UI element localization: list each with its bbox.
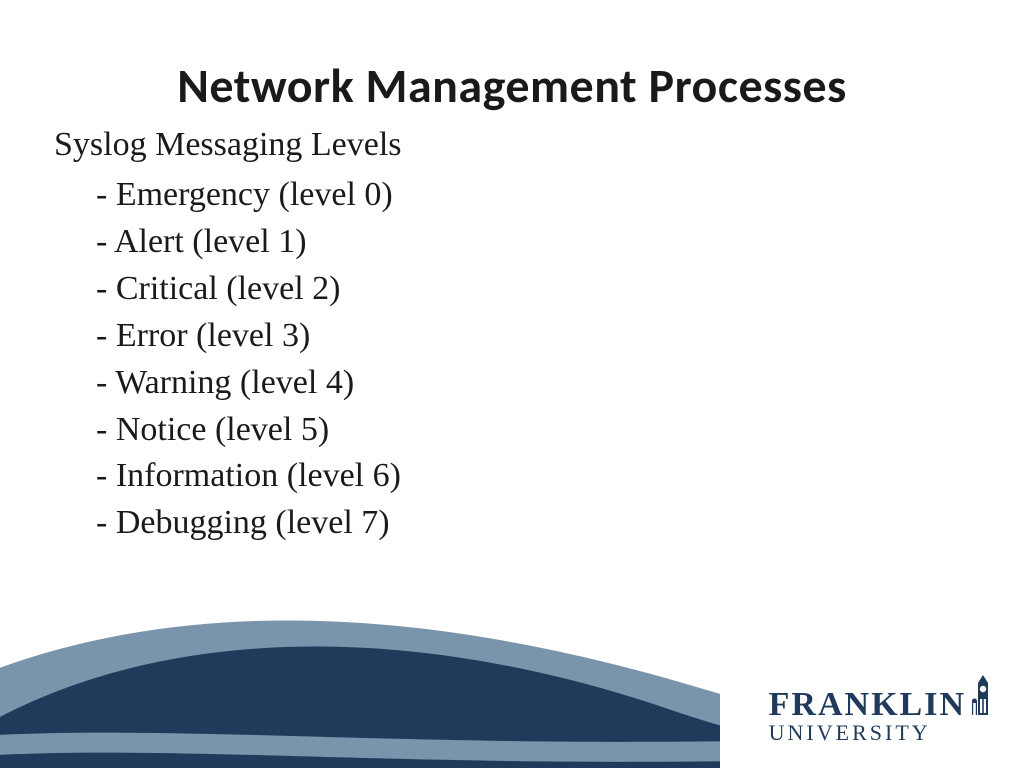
list-item: - Error (level 3) bbox=[96, 313, 401, 360]
logo-line1-wrap: FRANKLIN bbox=[769, 675, 996, 724]
list-item: - Critical (level 2) bbox=[96, 266, 401, 313]
list-item: - Emergency (level 0) bbox=[96, 172, 401, 219]
logo-line1: FRANKLIN bbox=[769, 686, 966, 724]
clocktower-icon bbox=[970, 675, 996, 724]
list-item: - Notice (level 5) bbox=[96, 407, 401, 454]
franklin-university-logo: FRANKLIN UNIVERSITY bbox=[769, 675, 996, 746]
slide: Network Management Processes Syslog Mess… bbox=[0, 0, 1024, 768]
slide-title: Network Management Processes bbox=[0, 56, 1024, 115]
list-item: - Information (level 6) bbox=[96, 453, 401, 500]
syslog-level-list: - Emergency (level 0) - Alert (level 1) … bbox=[96, 172, 401, 547]
list-item: - Alert (level 1) bbox=[96, 219, 401, 266]
list-item: - Debugging (level 7) bbox=[96, 500, 401, 547]
list-item: - Warning (level 4) bbox=[96, 360, 401, 407]
slide-subtitle: Syslog Messaging Levels bbox=[54, 126, 402, 164]
